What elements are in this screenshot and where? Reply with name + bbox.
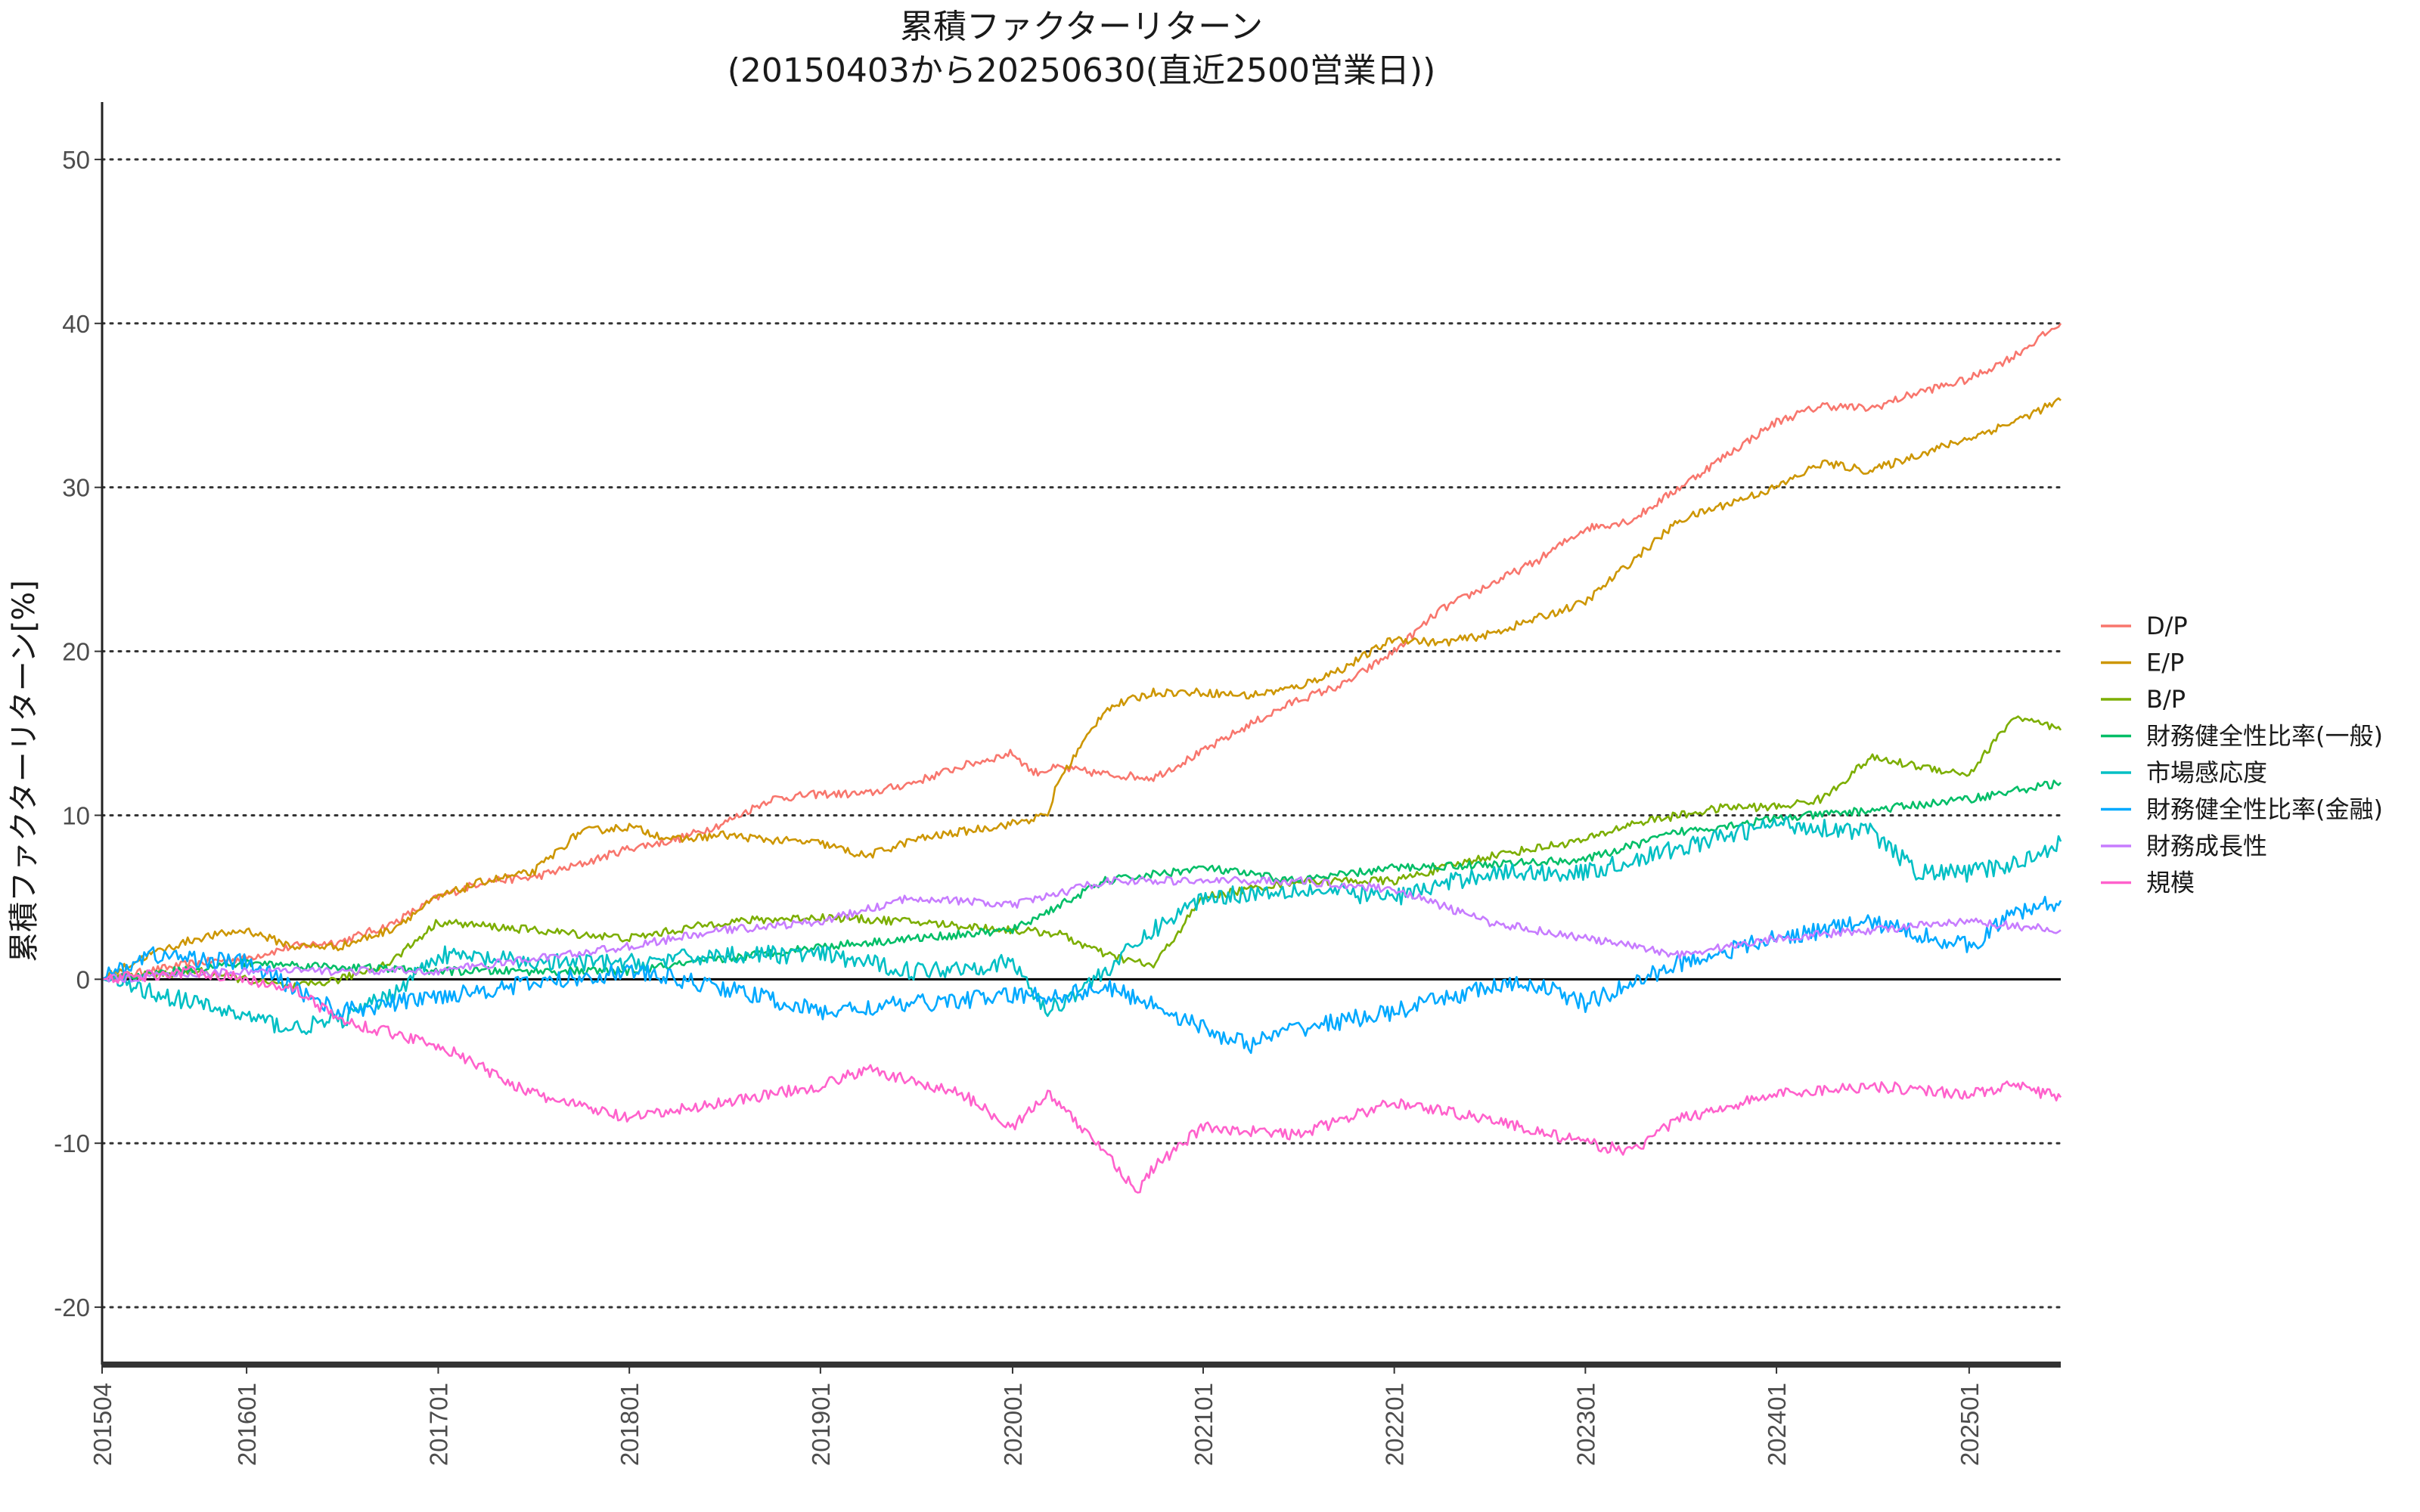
legend-label: D/P	[2146, 612, 2188, 640]
y-axis-title: 累積ファクターリターン[%]	[7, 580, 42, 962]
chart-title: 累積ファクターリターン	[900, 8, 1263, 46]
y-tick-label: 40	[62, 310, 90, 338]
series-line-1	[101, 397, 2062, 981]
legend-label: 規模	[2146, 869, 2195, 897]
y-tick-label: -20	[54, 1294, 90, 1321]
series-line-6	[101, 875, 2062, 984]
legend-label: 財務健全性比率(金融)	[2146, 795, 2383, 824]
series-line-4	[101, 815, 2062, 1036]
x-tick-label: 202301	[1571, 1383, 1599, 1466]
x-tick-label: 201801	[616, 1383, 644, 1466]
series-line-2	[101, 715, 2062, 990]
y-tick-label: -10	[54, 1129, 90, 1157]
y-tick-label: 10	[62, 801, 90, 829]
x-tick-label: 202101	[1190, 1383, 1218, 1466]
y-tick-label: 30	[62, 474, 90, 502]
legend-label: 財務成長性	[2146, 832, 2267, 860]
axes	[101, 102, 2061, 1368]
legend-label: 財務健全性比率(一般)	[2146, 722, 2383, 751]
y-tick-label: 20	[62, 638, 90, 666]
y-tick-label: 0	[76, 965, 90, 993]
y-tick-label: 50	[62, 146, 90, 174]
legend-label: B/P	[2146, 685, 2186, 714]
x-tick-label: 201901	[807, 1383, 835, 1466]
x-tick-label: 201701	[424, 1383, 452, 1466]
x-tick-label: 202001	[999, 1383, 1027, 1466]
x-tick-label: 202401	[1763, 1383, 1791, 1466]
legend-label: E/P	[2146, 649, 2184, 677]
gridlines	[101, 158, 2062, 1309]
x-tick-label: 202501	[1956, 1383, 1984, 1466]
x-axis-ticks: 201504 201601 201701 201801 201901 202001 2021…	[88, 1365, 1984, 1466]
x-tick-label: 202201	[1381, 1383, 1409, 1466]
series-lines	[101, 323, 2062, 1194]
chart-subtitle: (20150403から20250630(直近2500営業日))	[728, 51, 1436, 90]
series-line-7	[101, 965, 2062, 1194]
y-axis-ticks: -20 -10 0 10 20 30 40 50	[54, 146, 102, 1321]
series-line-5	[101, 895, 2062, 1055]
x-tick-label: 201601	[233, 1383, 261, 1466]
x-tick-label: 201504	[88, 1383, 116, 1466]
legend-label: 市場感応度	[2146, 758, 2267, 787]
